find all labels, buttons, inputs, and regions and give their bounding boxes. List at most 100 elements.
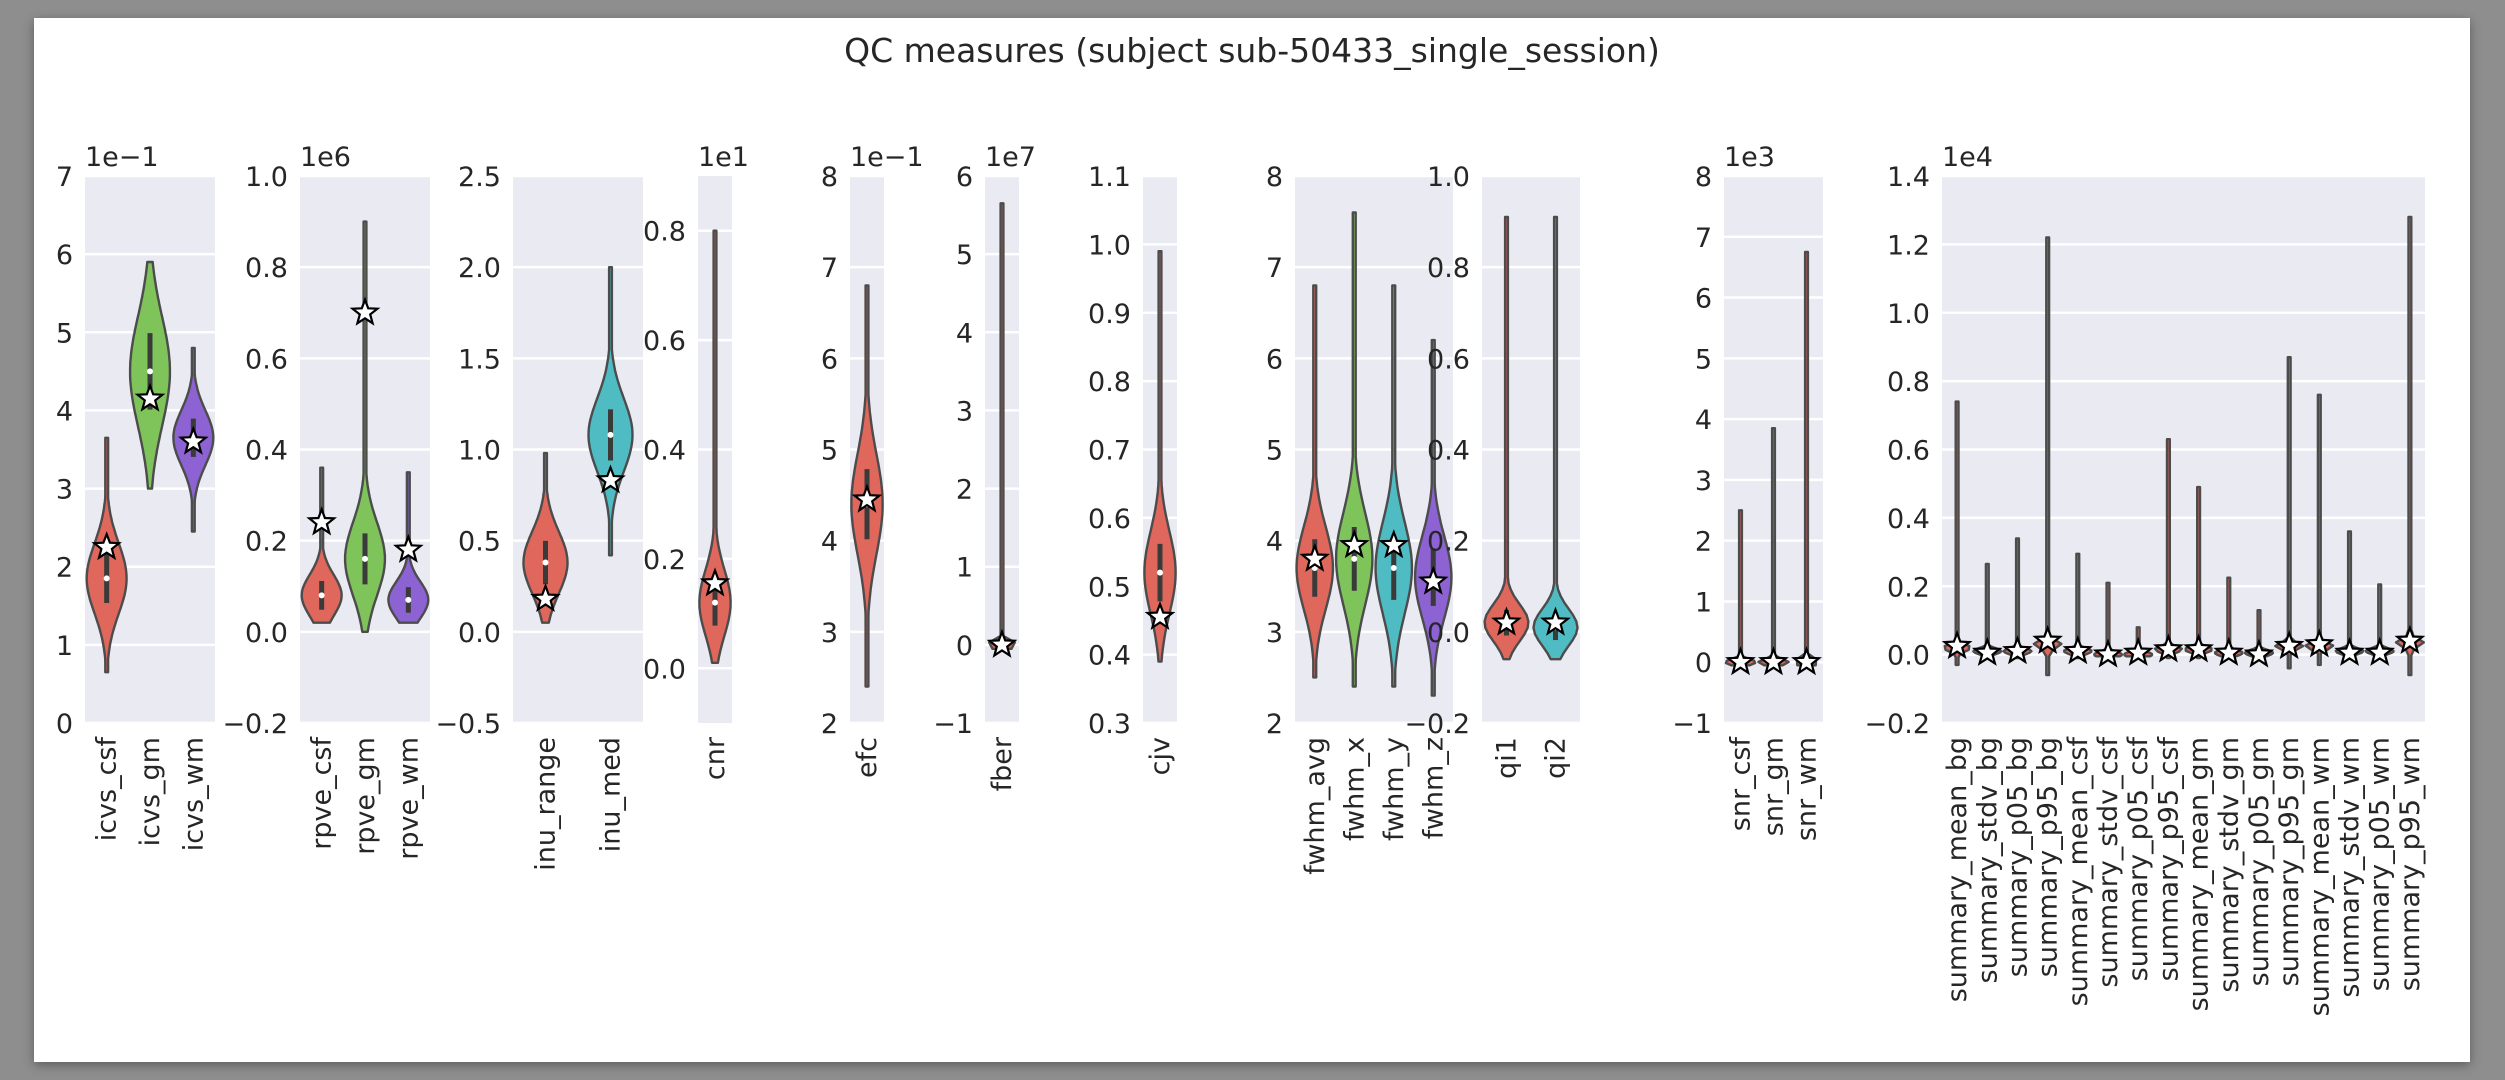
x-tick-label: cnr	[700, 736, 731, 780]
y-tick-label: 1.0	[1427, 162, 1470, 193]
violin-body	[1943, 400, 1971, 667]
axis-multiplier: 1e3	[1724, 142, 1775, 173]
y-tick-label: 2	[1266, 709, 1283, 740]
violin-summary_p05_wm: summary_p05_wm	[2364, 583, 2396, 991]
violin-median	[318, 592, 325, 599]
y-tick-label: 0.6	[1088, 504, 1131, 535]
violin-body	[1795, 250, 1818, 667]
y-tick-label: 0.8	[1088, 367, 1131, 398]
y-tick-label: 0.7	[1088, 436, 1131, 467]
y-tick-label: 3	[821, 618, 838, 649]
y-tick-label: 3	[956, 396, 973, 427]
x-tick-label: snr_csf	[1726, 736, 1757, 832]
y-tick-label: 0.4	[1887, 504, 1930, 535]
subject-star-marker	[134, 382, 166, 412]
y-tick-label: 0.0	[1887, 641, 1930, 672]
y-tick-label: 6	[56, 240, 73, 271]
subject-star-marker	[2032, 624, 2063, 655]
y-tick-label: 4	[1695, 405, 1712, 436]
y-tick-label: 0.6	[643, 326, 686, 357]
violin-body	[343, 220, 387, 633]
y-tick-label: 0.4	[1088, 641, 1131, 672]
violin-summary_stdv_csf: summary_stdv_csf	[2092, 581, 2124, 988]
violin-summary_p05_gm: summary_p05_gm	[2243, 609, 2275, 986]
violin-cjv: cjv	[1143, 249, 1177, 775]
panel-9: −0.2 0.0 0.2 0.4 0.6 0.8 1.0 qi1 qi2	[1404, 162, 1580, 779]
y-tick-label: 0.0	[643, 654, 686, 685]
subject-star-marker	[2002, 635, 2033, 665]
y-tick-label: 1.5	[458, 344, 501, 375]
violin-body	[1295, 284, 1335, 679]
subject-star-marker	[1941, 629, 1973, 660]
y-tick-label: 0	[956, 631, 973, 662]
violin-body	[2394, 215, 2426, 677]
violin-snr_csf: snr_csf	[1724, 509, 1757, 832]
x-tick-label: summary_mean_csf	[2063, 736, 2094, 1007]
y-tick-label: 5	[56, 318, 73, 349]
y-tick-label: −1	[1672, 709, 1712, 740]
y-tick-label: 8	[1695, 162, 1712, 193]
violin-median	[712, 599, 718, 606]
subject-star-marker	[91, 531, 122, 561]
subject-star-marker	[2243, 638, 2275, 668]
y-tick-label: 7	[821, 253, 838, 284]
y-tick-label: 1.4	[1887, 162, 1930, 193]
subject-star-marker	[1491, 606, 1522, 636]
x-tick-label: summary_stdv_bg	[1972, 737, 2003, 983]
y-tick-label: 6	[956, 162, 973, 193]
violin-summary_p05_csf: summary_p05_csf	[2122, 626, 2154, 981]
panel-11: −0.2 0.0 0.2 0.4 0.6 0.8 1.0 1.2 1.4 1e4 summary_m…	[1864, 142, 2425, 1016]
y-tick-label: 3	[1266, 618, 1283, 649]
x-tick-label: fwhm_z	[1418, 737, 1449, 839]
x-tick-label: summary_p95_gm	[2274, 737, 2305, 986]
axis-multiplier: 1e4	[1942, 142, 1993, 173]
subject-star-marker	[2334, 636, 2365, 666]
violin-median	[607, 431, 614, 438]
x-tick-label: fwhm_avg	[1300, 737, 1331, 875]
y-tick-label: 0.4	[245, 436, 288, 467]
subject-star-marker	[2304, 628, 2335, 658]
y-tick-label: 6	[1266, 344, 1283, 375]
subject-star-marker	[2273, 630, 2305, 660]
y-tick-label: −0.2	[1404, 709, 1470, 740]
panel-5: 2 3 4 5 6 7 8 1e−1 efc	[821, 142, 924, 778]
subject-star-marker	[1758, 646, 1789, 676]
violin-body	[2153, 438, 2184, 660]
y-tick-label: 2.0	[458, 253, 501, 284]
axis-multiplier: 1e6	[300, 142, 351, 173]
y-tick-label: 1.0	[1088, 230, 1131, 261]
y-tick-label: 4	[1266, 527, 1283, 558]
violin-body	[1374, 284, 1414, 688]
x-tick-label: summary_stdv_csf	[2093, 736, 2124, 988]
x-tick-label: icvs_gm	[135, 737, 166, 846]
x-tick-label: summary_p95_csf	[2153, 736, 2184, 982]
subject-star-marker	[2092, 638, 2124, 668]
y-tick-label: 7	[1266, 253, 1283, 284]
qc-violin-chart: QC measures (subject sub-50433_single_se…	[56, 31, 2426, 1016]
y-tick-label: 0.6	[1427, 344, 1470, 375]
y-tick-label: 1	[1695, 587, 1712, 618]
x-tick-label: icvs_csf	[92, 736, 123, 842]
axis-multiplier: 1e−1	[85, 142, 159, 173]
subject-star-marker	[178, 425, 209, 455]
y-tick-label: 0.5	[1088, 572, 1131, 603]
violin-body	[1483, 215, 1530, 661]
subject-star-marker	[986, 628, 1018, 658]
y-tick-label: 0	[1695, 648, 1712, 679]
violin-rpve_gm: rpve_gm	[343, 220, 387, 855]
violin-body	[1413, 338, 1453, 697]
y-tick-label: 2	[56, 553, 73, 584]
subject-star-marker	[1791, 646, 1822, 676]
subject-star-marker	[1144, 600, 1176, 631]
violin-cnr: cnr	[698, 229, 732, 780]
y-tick-label: 5	[1695, 344, 1712, 375]
panel-4: 0.0 0.2 0.4 0.6 0.8 1e1 cnr	[643, 142, 749, 780]
y-tick-label: −0.2	[222, 709, 288, 740]
panel-10: −1 0 1 2 3 4 5 6 7 8 1e3 snr_csf snr_gm snr_wm	[1672, 142, 1823, 841]
x-tick-label: summary_mean_wm	[2304, 737, 2335, 1016]
violin-median	[1157, 569, 1163, 576]
y-tick-label: 0.5	[458, 527, 501, 558]
y-tick-label: 1.0	[458, 436, 501, 467]
panel-6: −1 0 1 2 3 4 5 6 1e7 fber	[933, 142, 1036, 791]
y-tick-label: 0.2	[1887, 572, 1930, 603]
